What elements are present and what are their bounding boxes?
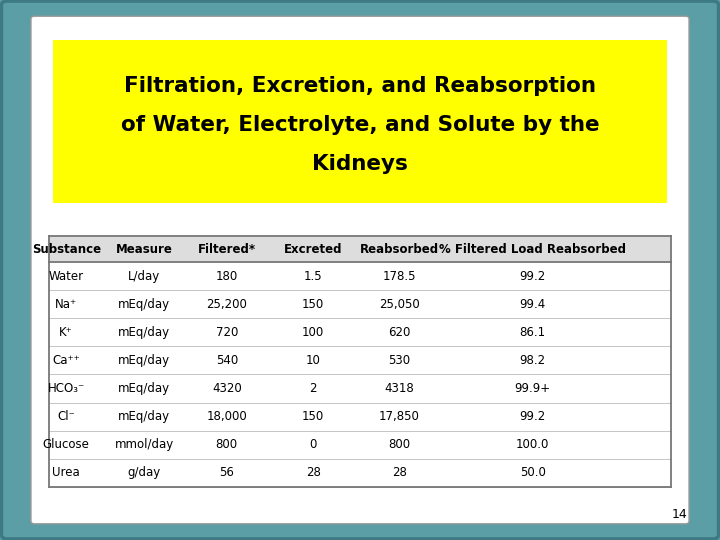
- Text: 180: 180: [216, 269, 238, 283]
- Text: of Water, Electrolyte, and Solute by the: of Water, Electrolyte, and Solute by the: [121, 115, 599, 136]
- Text: mEq/day: mEq/day: [118, 326, 170, 339]
- Text: g/day: g/day: [127, 466, 161, 480]
- Text: Ca⁺⁺: Ca⁺⁺: [53, 354, 80, 367]
- Text: 99.2: 99.2: [520, 410, 546, 423]
- Bar: [49, 459, 671, 487]
- Text: Na⁺: Na⁺: [55, 298, 77, 311]
- Text: 99.2: 99.2: [520, 269, 546, 283]
- Text: Water: Water: [49, 269, 84, 283]
- Text: 14: 14: [672, 508, 688, 521]
- Text: 150: 150: [302, 410, 324, 423]
- Text: 2: 2: [310, 382, 317, 395]
- Text: K⁺: K⁺: [59, 326, 73, 339]
- Text: 28: 28: [392, 466, 407, 480]
- Text: 150: 150: [302, 298, 324, 311]
- Text: Kidneys: Kidneys: [312, 154, 408, 174]
- Text: HCO₃⁻: HCO₃⁻: [48, 382, 85, 395]
- Text: 720: 720: [215, 326, 238, 339]
- Bar: [49, 319, 671, 347]
- Bar: [49, 403, 671, 431]
- Text: 800: 800: [389, 438, 410, 451]
- FancyBboxPatch shape: [31, 16, 689, 524]
- Text: 100.0: 100.0: [516, 438, 549, 451]
- Text: 98.2: 98.2: [520, 354, 546, 367]
- Text: 530: 530: [389, 354, 410, 367]
- Text: Reabsorbed: Reabsorbed: [360, 242, 439, 256]
- Text: 17,850: 17,850: [379, 410, 420, 423]
- Text: Filtration, Excretion, and Reabsorption: Filtration, Excretion, and Reabsorption: [124, 76, 596, 97]
- Text: 99.4: 99.4: [520, 298, 546, 311]
- Bar: [53, 40, 667, 202]
- Text: 0: 0: [310, 438, 317, 451]
- Text: 10: 10: [306, 354, 320, 367]
- Text: L/day: L/day: [128, 269, 160, 283]
- Text: 620: 620: [388, 326, 411, 339]
- Text: 800: 800: [216, 438, 238, 451]
- Text: mmol/day: mmol/day: [114, 438, 174, 451]
- Text: 1.5: 1.5: [304, 269, 323, 283]
- Text: 18,000: 18,000: [207, 410, 247, 423]
- Text: Excreted: Excreted: [284, 242, 343, 256]
- Bar: [49, 291, 671, 319]
- Text: Substance: Substance: [32, 242, 101, 256]
- Text: 540: 540: [216, 354, 238, 367]
- Text: mEq/day: mEq/day: [118, 354, 170, 367]
- Text: 4320: 4320: [212, 382, 242, 395]
- Text: 99.9+: 99.9+: [515, 382, 551, 395]
- Text: mEq/day: mEq/day: [118, 382, 170, 395]
- Text: % Filtered Load Reabsorbed: % Filtered Load Reabsorbed: [439, 242, 626, 256]
- Text: 4318: 4318: [384, 382, 415, 395]
- Text: Cl⁻: Cl⁻: [58, 410, 75, 423]
- Text: Filtered*: Filtered*: [198, 242, 256, 256]
- Bar: [49, 375, 671, 403]
- Bar: [49, 237, 671, 262]
- Text: 86.1: 86.1: [520, 326, 546, 339]
- Bar: [49, 431, 671, 459]
- Bar: [49, 347, 671, 375]
- Text: 28: 28: [306, 466, 320, 480]
- Text: Urea: Urea: [53, 466, 80, 480]
- Text: mEq/day: mEq/day: [118, 298, 170, 311]
- Text: 25,200: 25,200: [207, 298, 247, 311]
- Text: 56: 56: [220, 466, 234, 480]
- Text: 100: 100: [302, 326, 324, 339]
- Text: Glucose: Glucose: [42, 438, 90, 451]
- Text: mEq/day: mEq/day: [118, 410, 170, 423]
- Bar: [49, 262, 671, 291]
- Text: 25,050: 25,050: [379, 298, 420, 311]
- Text: 178.5: 178.5: [383, 269, 416, 283]
- Text: 50.0: 50.0: [520, 466, 546, 480]
- Text: Measure: Measure: [116, 242, 172, 256]
